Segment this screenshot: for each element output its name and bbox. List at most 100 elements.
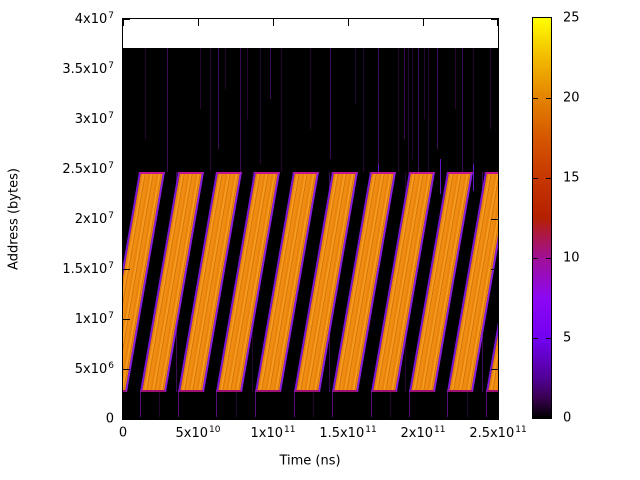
colorbar-gradient (533, 18, 551, 418)
noise-streak (240, 48, 241, 172)
noise-streak (281, 48, 282, 172)
y-tick-mark (123, 269, 130, 270)
y-tick-mark (123, 119, 130, 120)
noise-streak (473, 48, 474, 172)
y-tick-label: 3x107 (74, 110, 114, 128)
y-tick-label: 4x107 (74, 10, 114, 28)
noise-streak (159, 392, 160, 417)
noise-streak (247, 48, 248, 119)
x-tick-label: 1x1011 (250, 424, 296, 442)
noise-streak (210, 48, 211, 172)
x-tick-mark-top (273, 19, 274, 26)
x-tick-mark (273, 412, 274, 419)
noise-streak (473, 164, 474, 191)
y-tick-mark (123, 319, 130, 320)
noise-streak (424, 48, 425, 119)
x-tick-mark (423, 412, 424, 419)
noise-streak (418, 48, 419, 172)
y-tick-mark-right (491, 19, 498, 20)
noise-streak (332, 392, 333, 417)
y-tick-mark (123, 169, 130, 170)
noise-streak (330, 48, 331, 159)
y-tick-mark (123, 219, 130, 220)
noise-streak (378, 48, 379, 172)
colorbar-tick-mark-right (546, 98, 551, 99)
y-tick-mark (123, 369, 130, 370)
noise-streak (467, 392, 468, 417)
noise-streak (363, 48, 364, 172)
y-axis-title: Address (bytes) (6, 168, 22, 270)
noise-streak (371, 392, 372, 417)
y-tick-mark-right (491, 169, 498, 170)
noise-streak (294, 392, 295, 417)
plot-area (123, 19, 498, 419)
colorbar-tick-mark-right (546, 258, 551, 259)
noise-streak (260, 48, 261, 164)
noise-streak (140, 392, 141, 417)
y-tick-label: 3.5x107 (62, 60, 114, 78)
x-axis-title: Time (ns) (279, 453, 341, 469)
colorbar-tick-mark (533, 338, 538, 339)
noise-streak (216, 392, 217, 417)
x-tick-mark (497, 412, 498, 419)
colorbar-tick-label: 15 (563, 170, 580, 186)
colorbar-tick-mark (533, 178, 538, 179)
colorbar-tick-label: 0 (563, 410, 572, 426)
noise-streak (145, 48, 146, 139)
noise-streak (313, 392, 314, 417)
x-tick-mark-top (497, 19, 498, 26)
noise-streak (200, 48, 201, 109)
colorbar-border (532, 17, 552, 419)
y-tick-mark-right (491, 69, 498, 70)
x-tick-mark-top (198, 19, 199, 26)
y-tick-label: 5x106 (74, 360, 114, 378)
y-tick-mark-right (491, 219, 498, 220)
x-tick-label: 5x1010 (175, 424, 221, 442)
noise-streak (409, 392, 410, 417)
noise-streak (225, 48, 226, 89)
x-tick-mark (123, 412, 124, 419)
x-tick-label: 2x1011 (400, 424, 446, 442)
colorbar-tick-mark-right (546, 338, 551, 339)
x-tick-mark-top (348, 19, 349, 26)
noise-streak (447, 392, 448, 417)
colorbar-tick-label: 10 (563, 250, 580, 266)
noise-streak (455, 48, 456, 109)
y-tick-mark-right (491, 119, 498, 120)
noise-streak (412, 48, 413, 159)
noise-streak (255, 392, 256, 417)
noise-streak (462, 48, 463, 172)
y-tick-mark-right (491, 319, 498, 320)
y-tick-mark-right (491, 418, 498, 419)
noise-streak (408, 48, 409, 172)
colorbar-tick-mark (533, 258, 538, 259)
y-tick-mark-right (491, 369, 498, 370)
x-tick-label: 2.5x1011 (469, 424, 527, 442)
noise-streak (486, 392, 487, 417)
noise-streak (398, 48, 399, 172)
x-tick-label: 0 (118, 425, 128, 441)
colorbar-tick-label: 25 (563, 10, 580, 26)
colorbar-tick-label: 5 (563, 330, 572, 346)
noise-streak (355, 48, 356, 104)
noise-streak (310, 48, 311, 129)
y-tick-label: 2x107 (74, 210, 114, 228)
x-tick-mark (198, 412, 199, 419)
x-tick-mark-top (123, 19, 124, 26)
colorbar-tick-label: 20 (563, 90, 580, 106)
y-tick-label: 2.5x107 (62, 160, 114, 178)
noise-streak (440, 159, 441, 194)
y-tick-label: 1.5x107 (62, 260, 114, 278)
x-tick-mark (348, 412, 349, 419)
colorbar-tick-mark-right (546, 178, 551, 179)
noise-streak (390, 392, 391, 417)
y-tick-label: 0 (105, 411, 114, 427)
noise-streak (167, 48, 168, 172)
noise-streak (490, 48, 491, 129)
y-tick-mark (123, 418, 130, 419)
noise-streak (218, 48, 219, 149)
y-tick-mark (123, 69, 130, 70)
colorbar-tick-mark (533, 98, 538, 99)
noise-streak (270, 48, 271, 99)
